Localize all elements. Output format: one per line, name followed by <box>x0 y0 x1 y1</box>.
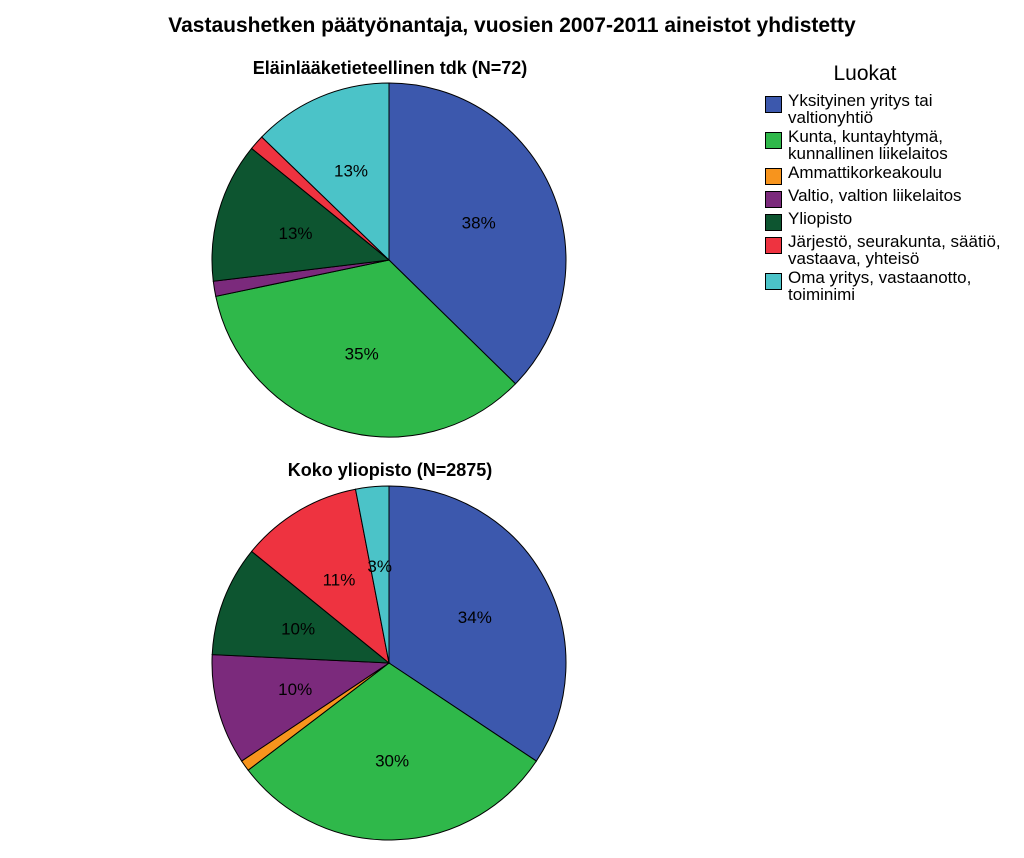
pie-slice <box>211 550 391 664</box>
legend-label: Oma yritys, vastaanotto, toiminimi <box>788 268 972 304</box>
slice-label: 3% <box>367 557 392 576</box>
legend-item: Kunta, kuntayhtymä, kunnallinen liikelai… <box>765 128 1020 162</box>
legend: Luokat Yksityinen yritys tai valtionyhti… <box>765 62 1020 305</box>
slice-label: 13% <box>334 161 368 180</box>
legend-swatch <box>765 132 782 149</box>
legend-item: Yliopisto <box>765 210 1020 231</box>
pie-title-koko-yliopisto: Koko yliopisto (N=2875) <box>287 460 493 480</box>
pie-slice <box>211 654 391 762</box>
pie-slice <box>388 82 567 385</box>
legend-item: Yksityinen yritys tai valtionyhtiö <box>765 92 1020 126</box>
legend-title: Luokat <box>833 62 897 85</box>
legend-label: Yksityinen yritys tai valtionyhtiö <box>788 91 933 127</box>
slice-label: 10% <box>278 680 312 699</box>
slice-label: 11% <box>323 571 356 590</box>
chart-title: Vastaushetken päätyönantaja, vuosien 200… <box>168 14 856 37</box>
pie-koko-yliopisto: 34% 30% 10% 10% 11% 3% <box>211 485 567 841</box>
legend-label: Järjestö, seurakunta, säätiö, vastaava, … <box>788 232 1001 268</box>
legend-label: Kunta, kuntayhtymä, kunnallinen liikelai… <box>788 127 948 163</box>
pie-title-elainlaaketieteellinen: Eläinlääketieteellinen tdk (N=72) <box>252 58 528 78</box>
legend-items: Yksityinen yritys tai valtionyhtiö Kunta,… <box>765 92 1020 303</box>
legend-item: Oma yritys, vastaanotto, toiminimi <box>765 269 1020 303</box>
pie-slice <box>261 82 390 262</box>
legend-swatch <box>765 273 782 290</box>
legend-swatch <box>765 168 782 185</box>
slice-label: 35% <box>345 345 379 364</box>
legend-item: Järjestö, seurakunta, säätiö, vastaava, … <box>765 233 1020 267</box>
pie-slice <box>250 488 390 665</box>
legend-item: Valtio, valtion liikelaitos <box>765 187 1020 208</box>
slice-label: 13% <box>278 224 312 243</box>
pie-slice <box>354 485 390 664</box>
slice-label: 10% <box>281 619 315 638</box>
legend-label: Ammattikorkeakoulu <box>788 163 943 182</box>
pie-slice <box>247 662 538 841</box>
legend-item: Ammattikorkeakoulu <box>765 164 1020 185</box>
legend-swatch <box>765 191 782 208</box>
slice-label: 34% <box>458 608 492 627</box>
legend-label: Yliopisto <box>788 209 853 228</box>
pie-slice <box>211 147 391 282</box>
pie-slice <box>215 259 517 438</box>
legend-swatch <box>765 214 782 231</box>
slice-label: 38% <box>462 213 496 232</box>
pie-elainlaaketieteellinen: 38% 35% 13% 13% <box>211 82 567 438</box>
legend-swatch <box>765 96 782 113</box>
slice-label: 30% <box>375 751 409 770</box>
legend-label: Valtio, valtion liikelaitos <box>788 186 962 205</box>
legend-swatch <box>765 237 782 254</box>
